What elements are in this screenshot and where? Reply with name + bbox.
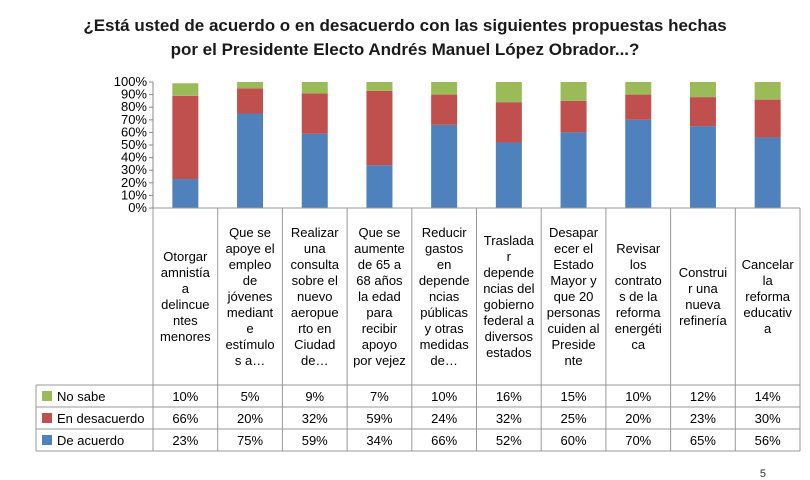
- data-label: 32%: [495, 410, 522, 426]
- data-label: 56%: [754, 432, 781, 448]
- bar-de-acuerdo: [625, 119, 652, 208]
- legend-swatch: [42, 435, 52, 445]
- data-label: 10%: [625, 388, 652, 404]
- y-tick-label: 10%: [121, 187, 147, 202]
- bar-de-acuerdo: [366, 165, 393, 208]
- bar-no-sabe: [560, 82, 587, 101]
- bar-en-desacuerdo: [754, 99, 781, 138]
- data-label: 25%: [560, 410, 587, 426]
- chart-title-line-1: ¿Está usted de acuerdo o en desacuerdo c…: [83, 16, 727, 35]
- category-label: Construi r una nueva refinería: [678, 265, 728, 328]
- bar-de-acuerdo: [689, 126, 716, 208]
- legend-entry: De acuerdo: [38, 429, 154, 451]
- data-label: 20%: [237, 410, 264, 426]
- page-number: 5: [759, 468, 766, 480]
- data-label: 34%: [366, 432, 393, 448]
- bar-de-acuerdo: [301, 133, 328, 208]
- bar-no-sabe: [689, 82, 716, 98]
- bar-no-sabe: [172, 83, 199, 96]
- legend-label: En desacuerdo: [57, 410, 145, 426]
- data-label: 65%: [689, 432, 716, 448]
- bar-de-acuerdo: [754, 137, 781, 208]
- y-tick-label: 70%: [121, 112, 147, 127]
- data-label: 5%: [240, 388, 260, 404]
- data-label: 70%: [625, 432, 652, 448]
- bar-de-acuerdo: [172, 179, 199, 208]
- data-label: 16%: [495, 388, 522, 404]
- data-label: 20%: [625, 410, 652, 426]
- y-tick-label: 40%: [121, 150, 147, 165]
- y-tick-label: 20%: [121, 175, 147, 190]
- category-label: Desapar ecer el Estado Mayor y que 20 pe…: [546, 225, 601, 368]
- data-label: 59%: [301, 432, 328, 448]
- data-label: 23%: [689, 410, 716, 426]
- data-label: 24%: [431, 410, 458, 426]
- bar-no-sabe: [366, 82, 393, 91]
- bar-no-sabe: [495, 82, 522, 103]
- legend-swatch: [42, 391, 52, 401]
- data-label: 10%: [172, 388, 199, 404]
- bar-en-desacuerdo: [172, 95, 199, 180]
- category-label: Que se aumente de 65 a 68 años la edad p…: [353, 225, 406, 368]
- y-tick-label: 30%: [121, 162, 147, 177]
- legend-entry: En desacuerdo: [38, 407, 154, 429]
- data-label: 32%: [301, 410, 328, 426]
- legend-label: No sabe: [57, 388, 106, 404]
- data-label: 23%: [172, 432, 199, 448]
- legend-entry: No sabe: [38, 385, 154, 407]
- bar-de-acuerdo: [237, 113, 264, 208]
- bar-de-acuerdo: [431, 124, 458, 208]
- data-label: 59%: [366, 410, 393, 426]
- data-label: 66%: [172, 410, 199, 426]
- category-label: Traslada r depende ncias del gobierno fe…: [483, 233, 535, 360]
- bar-en-desacuerdo: [560, 100, 587, 133]
- bar-en-desacuerdo: [431, 94, 458, 125]
- bar-de-acuerdo: [495, 142, 522, 208]
- y-tick-label: 100%: [114, 74, 148, 89]
- data-label: 10%: [431, 388, 458, 404]
- data-label: 14%: [754, 388, 781, 404]
- y-tick-label: 80%: [121, 99, 147, 114]
- bar-no-sabe: [431, 82, 458, 95]
- legend-label: De acuerdo: [57, 432, 125, 448]
- category-label: Que se apoye el empleo de jóvenes median…: [225, 225, 275, 368]
- category-label: Cancelar la reforma educativ a: [741, 257, 794, 336]
- y-tick-label: 90%: [121, 87, 147, 102]
- data-label: 12%: [689, 388, 716, 404]
- bar-en-desacuerdo: [689, 97, 716, 127]
- bar-no-sabe: [237, 82, 264, 89]
- chart-title: ¿Está usted de acuerdo o en desacuerdo c…: [0, 14, 810, 62]
- bar-en-desacuerdo: [625, 94, 652, 120]
- bar-en-desacuerdo: [366, 90, 393, 166]
- data-label: 75%: [237, 432, 264, 448]
- bar-no-sabe: [301, 82, 328, 94]
- data-label: 30%: [754, 410, 781, 426]
- category-label: Revisar los contrato s de la reforma ene…: [614, 241, 662, 352]
- data-label: 52%: [495, 432, 522, 448]
- bar-en-desacuerdo: [301, 93, 328, 134]
- data-label: 15%: [560, 388, 587, 404]
- y-tick-label: 50%: [121, 137, 147, 152]
- chart-title-line-2: por el Presidente Electo Andrés Manuel L…: [170, 40, 640, 59]
- y-tick-label: 0%: [128, 200, 147, 215]
- category-label: Realizar una consulta sobre el nuevo aer…: [290, 225, 339, 368]
- legend-swatch: [42, 413, 52, 423]
- bar-de-acuerdo: [560, 132, 587, 208]
- data-label: 9%: [305, 388, 325, 404]
- data-label: 66%: [431, 432, 458, 448]
- bar-en-desacuerdo: [495, 102, 522, 143]
- category-label: Otorgar amnistía a delincue ntes menores: [160, 249, 211, 344]
- y-tick-label: 60%: [121, 124, 147, 139]
- category-label: Reducir gastos en depende ncias públicas…: [418, 225, 470, 368]
- data-label: 7%: [370, 388, 389, 404]
- bar-no-sabe: [754, 82, 781, 100]
- data-label: 60%: [560, 432, 587, 448]
- bar-no-sabe: [625, 82, 652, 95]
- bar-en-desacuerdo: [237, 88, 264, 114]
